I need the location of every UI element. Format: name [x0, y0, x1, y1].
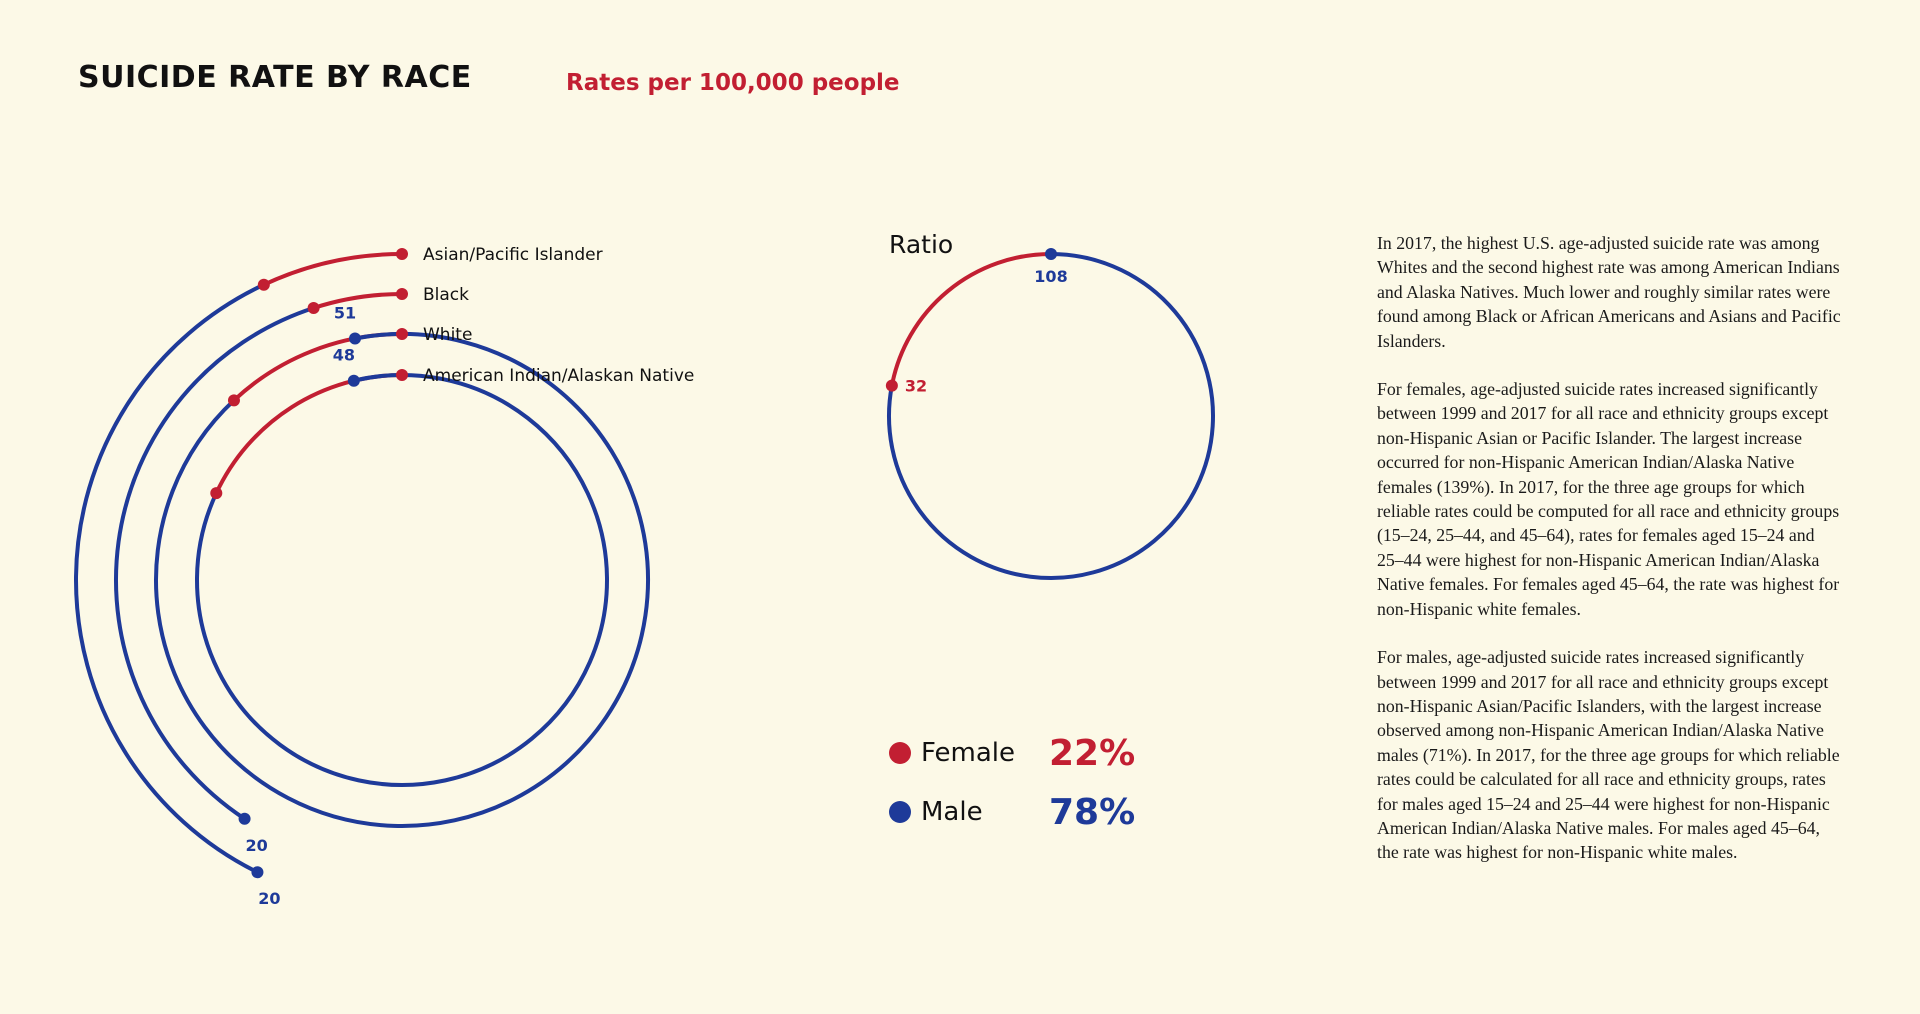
category-label-white: White: [423, 325, 472, 345]
chart-subtitle: Rates per 100,000 people: [566, 70, 900, 96]
ratio-dot-female: [885, 379, 898, 392]
end-dot-white: [349, 332, 362, 345]
male-percentage: 78%: [1049, 791, 1136, 833]
ratio-arc-male: [887, 252, 1215, 580]
legend-female: Female 22%: [889, 732, 1136, 774]
ratio-female-value-label: 32: [905, 377, 927, 396]
category-label-asian-pacific-islander: Asian/Pacific Islander: [423, 245, 603, 265]
end-value-label-american-indian-alaskan-native: 48: [333, 346, 355, 365]
end-dot-american-indian-alaskan-native: [347, 374, 360, 387]
female-legend-label: Female: [921, 738, 1016, 768]
paragraph-males: For males, age-adjusted suicide rates in…: [1377, 647, 1840, 863]
race-arc-chart: Asian/Pacific Islander 20 Black 20 White 51 Am…: [74, 245, 694, 908]
arc-male-asian-pacific-islander: [74, 282, 265, 874]
ratio-circle-chart: 32 108: [885, 248, 1215, 580]
start-dot-black: [396, 288, 408, 300]
transition-dot-white: [227, 394, 240, 407]
female-legend-dot: [889, 742, 911, 764]
end-value-label-asian-pacific-islander: 20: [258, 889, 280, 908]
arc-female-white: [232, 332, 403, 402]
end-dot-black: [238, 812, 251, 825]
description-text: In 2017, the highest U.S. age-adjusted s…: [1377, 231, 1845, 889]
category-label-black: Black: [423, 285, 469, 305]
arc-male-american-indian-alaskan-native: [195, 372, 609, 787]
transition-dot-asian-pacific-islander: [257, 278, 270, 291]
male-legend-label: Male: [921, 797, 983, 827]
male-legend-dot: [889, 801, 911, 823]
paragraph-overview: In 2017, the highest U.S. age-adjusted s…: [1377, 233, 1841, 351]
page-title: SUICIDE RATE BY RACE: [78, 60, 472, 95]
end-value-label-white: 51: [334, 304, 356, 323]
transition-dot-american-indian-alaskan-native: [210, 487, 223, 500]
paragraph-females: For females, age-adjusted suicide rates …: [1377, 379, 1840, 619]
female-percentage: 22%: [1049, 732, 1136, 774]
start-dot-american-indian-alaskan-native: [396, 369, 408, 381]
ratio-male-value-label: 108: [1034, 267, 1067, 286]
transition-dot-black: [307, 302, 320, 315]
category-label-american-indian-alaskan-native: American Indian/Alaskan Native: [423, 366, 694, 386]
arc-female-asian-pacific-islander: [262, 252, 403, 287]
ratio-title: Ratio: [889, 230, 954, 259]
start-dot-white: [396, 328, 408, 340]
arc-male-black: [114, 306, 315, 821]
arc-female-black: [312, 292, 403, 310]
end-dot-asian-pacific-islander: [251, 866, 264, 879]
end-value-label-black: 20: [245, 836, 267, 855]
start-dot-asian-pacific-islander: [396, 248, 408, 260]
legend-male: Male 78%: [889, 791, 1136, 833]
arc-male-white: [154, 332, 650, 828]
ratio-arc-female: [889, 252, 1052, 387]
ratio-dot-male: [1045, 248, 1057, 260]
